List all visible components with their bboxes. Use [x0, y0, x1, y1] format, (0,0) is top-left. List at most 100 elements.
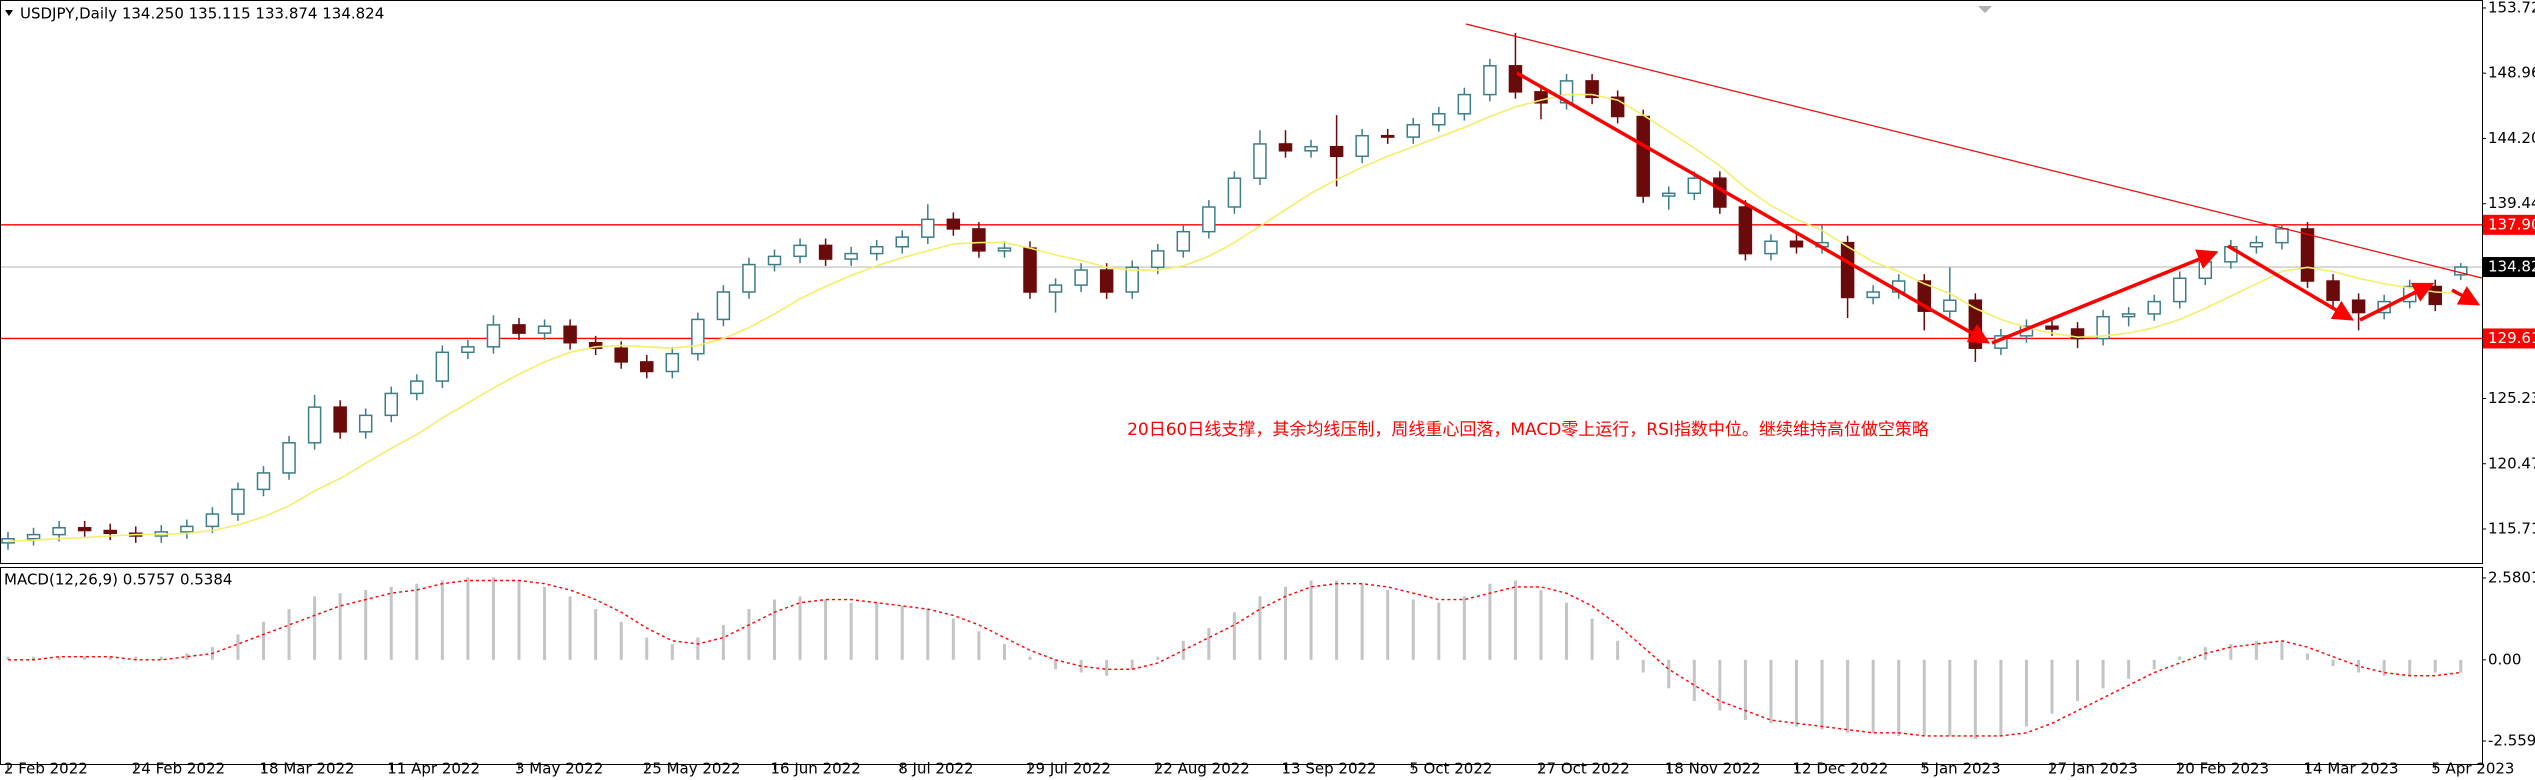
macd-bar [1513, 580, 1517, 660]
candle-body [2198, 261, 2213, 280]
macd-bar [287, 609, 291, 660]
indicator-title: MACD(12,26,9) 0.5757 0.5384 [4, 571, 232, 589]
candle-body [461, 346, 475, 354]
macd-bar [1846, 659, 1850, 733]
chart-title: USDJPY,Daily 134.250 135.115 133.874 134… [20, 5, 384, 23]
candle-body [282, 442, 296, 474]
candle-body [1943, 299, 1957, 312]
macd-bar [1795, 659, 1798, 727]
candle-body [1764, 240, 1778, 255]
candle-body [384, 392, 398, 417]
candle-body [1738, 206, 1753, 255]
level-box [2483, 214, 2535, 235]
candle-body [1483, 65, 1497, 96]
candle-body [1202, 206, 1216, 233]
macd-bar [926, 609, 930, 660]
trend-arrow [2451, 286, 2481, 306]
candle-body [2300, 228, 2315, 282]
candle-body [1074, 269, 1088, 286]
candle-body [26, 533, 41, 540]
candle-body [1253, 143, 1267, 179]
candle-body [2275, 228, 2289, 244]
trend-line [1465, 23, 2483, 279]
macd-bar [747, 609, 751, 660]
candle-body [895, 236, 909, 248]
trend-arrow [1991, 249, 2219, 345]
candle-body [1176, 230, 1191, 252]
candle-body [1048, 284, 1063, 293]
candle-body [2096, 315, 2110, 340]
macd-bar [1462, 596, 1466, 660]
macd-bar [32, 656, 36, 660]
macd-bar [594, 609, 598, 660]
macd-bar [2408, 659, 2412, 676]
x-tick-label: 27 Oct 2022 [1537, 760, 1630, 778]
candle-body [767, 255, 782, 266]
macd-bar [1769, 659, 1773, 724]
macd-bar [1973, 659, 1977, 740]
macd-bar [1411, 599, 1415, 660]
candle-body [2326, 280, 2340, 301]
candle-body [180, 525, 194, 533]
macd-bar [1718, 659, 1722, 711]
macd-bar [1922, 659, 1926, 736]
macd-bar [568, 596, 572, 660]
candle-body [1304, 145, 1318, 152]
candle-body [972, 228, 986, 252]
x-tick-label: 5 Jan 2023 [1920, 760, 2000, 778]
candle-body [742, 263, 756, 293]
macd-bar [2331, 659, 2335, 667]
macd-bar [1105, 659, 1109, 676]
candle-body [2173, 277, 2187, 303]
macd-bar [2101, 659, 2105, 689]
candle-body [2070, 328, 2085, 340]
candle-body [1840, 241, 1855, 299]
macd-bar [83, 656, 87, 660]
candles [1, 32, 2468, 550]
macd-bar [1999, 659, 2003, 736]
candle-body [1585, 80, 1599, 99]
y-tick-label: 120.47 [2488, 454, 2535, 472]
histogram [6, 577, 2463, 740]
x-tick-label: 29 Jul 2022 [1026, 760, 1111, 778]
candle-body [486, 324, 501, 348]
drawn-objects [1465, 23, 2483, 345]
macd-bar [721, 624, 725, 660]
macd-bar [1590, 618, 1594, 660]
candle-body [1508, 65, 1523, 93]
macd-bar [2357, 659, 2361, 673]
macd-bar [2024, 659, 2028, 727]
collapse-icon [5, 10, 13, 16]
candle-body [435, 351, 450, 382]
macd-bar [236, 634, 240, 660]
moving-average [7, 93, 2461, 543]
candle-body [946, 218, 961, 230]
macd-bar [875, 602, 879, 660]
macd-bar [619, 621, 623, 660]
trend-arrow [2359, 282, 2435, 322]
macd-bar [798, 596, 802, 660]
candle-body [512, 324, 526, 334]
shift-marker [1978, 6, 1992, 13]
candle-body [103, 529, 117, 535]
macd-bar [108, 656, 112, 660]
y-tick-label: 0.00 [2488, 650, 2521, 668]
x-tick-label: 13 Sep 2022 [1282, 760, 1377, 778]
x-tick-label: 27 Jan 2023 [2048, 760, 2138, 778]
macd-bar [517, 580, 521, 660]
macd-bar [338, 593, 342, 660]
macd-bar [2306, 653, 2309, 660]
candle-body [793, 244, 807, 258]
x-tick-label: 8 Jul 2022 [898, 760, 973, 778]
macd-bar [134, 656, 138, 660]
candle-body [1968, 299, 1983, 349]
macd-bar [773, 599, 776, 660]
macd-bar [1897, 659, 1901, 736]
candle-body [256, 472, 271, 491]
macd-panel [0, 567, 2483, 765]
candle-body [869, 245, 884, 255]
macd-bar [2076, 659, 2080, 702]
candle-body [358, 414, 373, 433]
macd-bar [1692, 659, 1696, 702]
candle-body [1023, 247, 1037, 293]
